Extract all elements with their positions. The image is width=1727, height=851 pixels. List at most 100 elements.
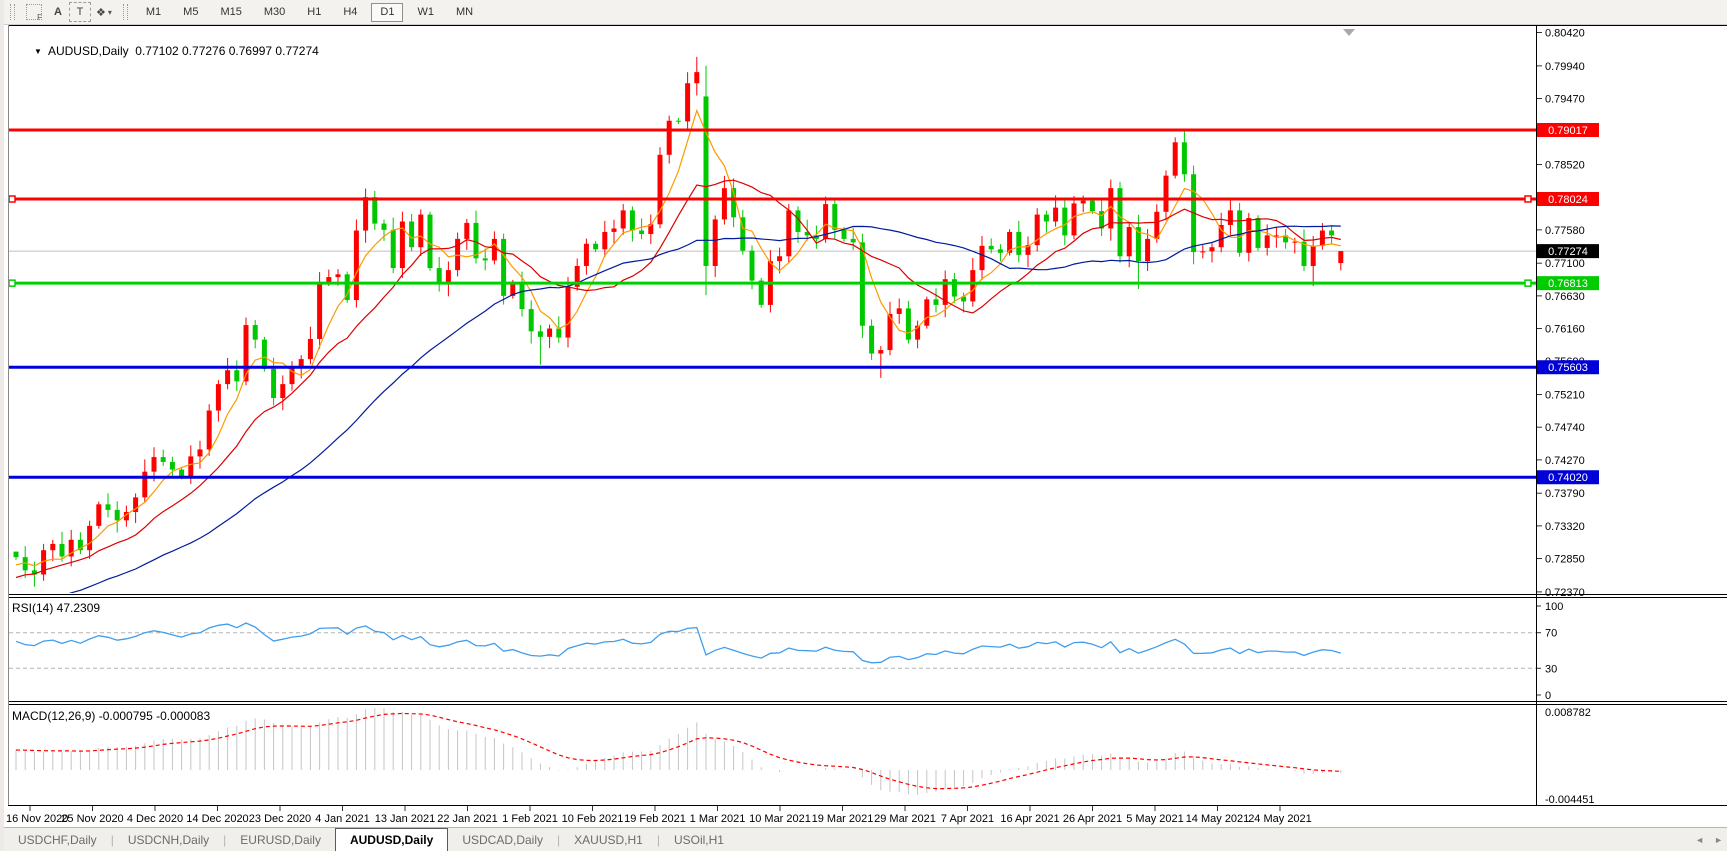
ma-fast-line bbox=[15, 108, 1341, 567]
price-chart-svg: 0.80420 0.79940 0.79470 0.78520 0.77580 0.771… bbox=[6, 25, 1727, 827]
candle-body bbox=[519, 282, 525, 310]
rsi-tick-label: 30 bbox=[1545, 663, 1557, 675]
colors-dropdown-button[interactable]: ❖ ▾ bbox=[91, 2, 117, 22]
candle-body bbox=[225, 370, 231, 385]
tabs-scroll-left-icon[interactable]: ◄ bbox=[1695, 835, 1705, 845]
chart-shift-marker-icon[interactable] bbox=[1343, 29, 1355, 36]
candle-body bbox=[133, 497, 139, 512]
price-highlight-box bbox=[1537, 122, 1599, 137]
timeframe-button-m1[interactable]: M1 bbox=[145, 6, 162, 18]
toolbar-grip-2[interactable] bbox=[122, 4, 128, 20]
candle-body bbox=[1246, 218, 1252, 253]
tab-separator: | bbox=[656, 832, 660, 847]
timeframe-button-m5[interactable]: M5 bbox=[183, 6, 199, 18]
date-tick-label: 10 Feb 2021 bbox=[562, 813, 624, 825]
candle-body bbox=[685, 83, 691, 122]
candle-body bbox=[896, 308, 902, 314]
candle-body bbox=[68, 539, 74, 557]
rsi-tick-label: 100 bbox=[1545, 601, 1563, 613]
timeframe-button-d1[interactable]: D1 bbox=[371, 2, 404, 22]
date-tick-label: 16 Nov 2020 bbox=[6, 813, 68, 825]
font-grid-button[interactable]: F bbox=[21, 2, 47, 22]
candle-body bbox=[142, 471, 148, 498]
date-tick-label: 16 Apr 2021 bbox=[1000, 813, 1059, 825]
tab-usoil-h1[interactable]: USOil,H1 bbox=[673, 832, 724, 847]
candle-body bbox=[970, 270, 976, 302]
price-tick-label: 0.76630 bbox=[1545, 291, 1585, 303]
date-tick-label: 1 Feb 2021 bbox=[502, 813, 558, 825]
candle-body bbox=[648, 224, 654, 235]
candle-body bbox=[602, 231, 608, 250]
candle-body bbox=[409, 221, 415, 248]
candle-body bbox=[243, 325, 249, 382]
candle-body bbox=[1181, 142, 1187, 175]
candle-body bbox=[215, 384, 221, 411]
text-box-button[interactable]: T bbox=[69, 2, 91, 22]
price-highlight-label: 0.79017 bbox=[1548, 125, 1588, 137]
candle-body bbox=[280, 384, 286, 399]
tab-usdcad-daily[interactable]: USDCAD,Daily bbox=[462, 832, 544, 847]
candle-body bbox=[353, 230, 359, 301]
candle-body bbox=[41, 550, 47, 575]
candle-body bbox=[234, 370, 240, 382]
candle-body bbox=[252, 325, 258, 340]
candle-body bbox=[869, 325, 875, 354]
candle-body bbox=[574, 265, 580, 287]
timeframe-button-h1[interactable]: H1 bbox=[307, 6, 322, 18]
candle-body bbox=[583, 243, 589, 266]
price-tick-label: 0.74270 bbox=[1545, 455, 1585, 467]
timeframe-button-h4[interactable]: H4 bbox=[343, 6, 358, 18]
price-tick-label: 0.73320 bbox=[1545, 521, 1585, 533]
text-t-icon: T bbox=[76, 6, 84, 18]
tab-xauusd-h1[interactable]: XAUUSD,H1 bbox=[574, 832, 643, 847]
timeframe-button-w1[interactable]: W1 bbox=[417, 6, 434, 18]
candle-body bbox=[197, 449, 203, 457]
symbol-dropdown-icon[interactable]: ▼ bbox=[34, 47, 42, 56]
date-tick-label: 24 May 2021 bbox=[1248, 813, 1312, 825]
font-a-button[interactable]: A bbox=[47, 2, 69, 22]
price-tick-label: 0.75210 bbox=[1545, 390, 1585, 402]
date-tick-label: 10 Mar 2021 bbox=[749, 813, 811, 825]
candle-body bbox=[1099, 211, 1105, 229]
tab-eurusd-daily[interactable]: EURUSD,Daily bbox=[240, 832, 321, 847]
candle-body bbox=[77, 539, 83, 551]
candle-body bbox=[1301, 241, 1307, 266]
timeframe-button-mn[interactable]: MN bbox=[455, 6, 474, 18]
price-axis: 0.80420 0.79940 0.79470 0.78520 0.77580 0.771… bbox=[1537, 28, 1599, 806]
candle-body bbox=[445, 270, 451, 285]
candle-body bbox=[59, 543, 65, 557]
candle-body bbox=[317, 281, 323, 339]
price-highlight-label: 0.78024 bbox=[1548, 194, 1588, 206]
tabs-scroll-right-icon[interactable]: ► bbox=[1714, 835, 1723, 845]
timeframe-button-m15[interactable]: M15 bbox=[220, 6, 242, 18]
price-tick-label: 0.79470 bbox=[1545, 94, 1585, 106]
hline-handle[interactable] bbox=[8, 279, 16, 287]
candle-body bbox=[31, 570, 37, 575]
candle-body bbox=[620, 210, 626, 229]
tab-usdcnh-daily[interactable]: USDCNH,Daily bbox=[127, 832, 210, 847]
candle-body bbox=[1154, 211, 1160, 239]
candle-body bbox=[951, 279, 957, 297]
price-highlight-label: 0.77274 bbox=[1548, 246, 1588, 258]
candle-body bbox=[758, 280, 764, 305]
price-tick-label: 0.72370 bbox=[1545, 587, 1585, 599]
tab-audusd-daily[interactable]: AUDUSD,Daily bbox=[334, 828, 449, 851]
candle-body bbox=[510, 282, 516, 296]
timeframe-button-m30[interactable]: M30 bbox=[263, 6, 286, 18]
hline-handle[interactable] bbox=[1524, 279, 1532, 287]
candle-body bbox=[887, 313, 893, 351]
candle-body bbox=[436, 268, 442, 285]
date-tick-label: 7 Apr 2021 bbox=[941, 813, 994, 825]
candle-body bbox=[390, 229, 396, 269]
candle-body bbox=[1071, 203, 1077, 236]
hline-handle[interactable] bbox=[1524, 195, 1532, 203]
candle-body bbox=[335, 274, 341, 278]
candle-body bbox=[96, 504, 102, 526]
candle-body bbox=[721, 188, 727, 220]
toolbar-grip[interactable] bbox=[10, 4, 15, 20]
candle-body bbox=[1117, 188, 1123, 257]
hline-handle[interactable] bbox=[8, 195, 16, 203]
candle-body bbox=[491, 238, 497, 261]
tab-usdchf-daily[interactable]: USDCHF,Daily bbox=[18, 832, 97, 847]
